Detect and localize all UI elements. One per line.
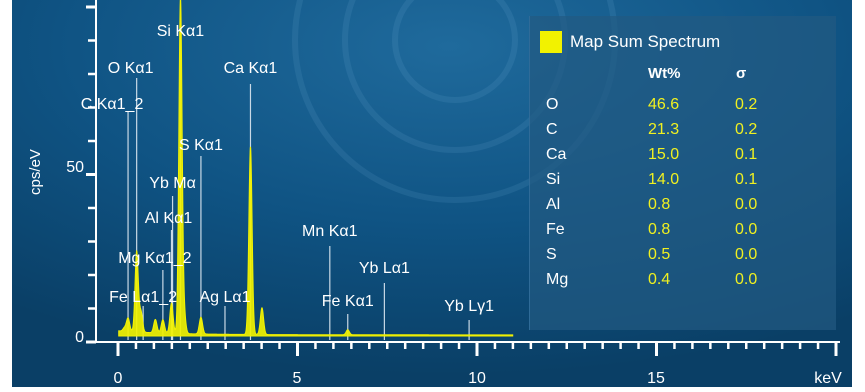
wt-cell: 46.6: [648, 96, 680, 113]
table-row: C 21.3 0.2: [530, 121, 836, 146]
wt-cell: 0.4: [648, 271, 671, 288]
table-row: Fe 0.8 0.0: [530, 221, 836, 246]
peak-label: Fe Kα1: [322, 293, 374, 310]
axis-ticks: [86, 5, 838, 356]
table-row: Si 14.0 0.1: [530, 171, 836, 196]
legend-panel: Map Sum Spectrum Wt% σ O 46.6 0.2 C 21.3…: [529, 16, 836, 330]
table-row: Al 0.8 0.0: [530, 196, 836, 221]
column-header-sigma: σ: [736, 65, 747, 82]
peak-labels: Si Kα1 Ca Kα1 O Kα1 C Kα1_2 S Kα1 Yb Mα Al Kα1…: [81, 23, 494, 315]
sigma-cell: 0.0: [735, 196, 758, 213]
legend-title: Map Sum Spectrum: [570, 32, 721, 51]
column-header-wt: Wt%: [648, 65, 681, 82]
table-row: Ca 15.0 0.1: [530, 146, 836, 171]
spectrum-series: [118, 0, 514, 337]
element-cell: S: [546, 246, 557, 263]
peak-label: Yb Mα: [149, 175, 196, 192]
wt-cell: 0.8: [648, 221, 671, 238]
peak-label: Mn Kα1: [302, 223, 358, 240]
element-cell: O: [546, 96, 559, 113]
peak-label: C Kα1_2: [81, 96, 144, 113]
sigma-cell: 0.2: [735, 96, 758, 113]
peak-label: S Kα1: [179, 137, 223, 154]
element-cell: Si: [546, 171, 561, 188]
peak-label: Ag Lα1: [199, 289, 250, 306]
x-tick-label: 0: [114, 370, 123, 387]
wt-cell: 21.3: [648, 121, 680, 138]
sigma-cell: 0.1: [735, 171, 758, 188]
element-cell: Ca: [546, 146, 567, 163]
table-row: S 0.5 0.0: [530, 246, 836, 271]
peak-label: Yb Lγ1: [444, 298, 494, 315]
peak-label: Mg Kα1_2: [118, 250, 191, 267]
sigma-cell: 0.0: [735, 221, 758, 238]
x-tick-label: 10: [468, 370, 486, 387]
wt-cell: 15.0: [648, 146, 680, 163]
x-unit-label: keV: [814, 370, 842, 387]
peak-label: Ca Kα1: [224, 60, 278, 77]
sigma-cell: 0.0: [735, 271, 758, 288]
peak-label: Al Kα1: [145, 210, 193, 227]
sigma-cell: 0.2: [735, 121, 758, 138]
table-row: Mg 0.4 0.0: [530, 271, 836, 296]
x-tick-label: 5: [293, 370, 302, 387]
peak-label: Yb Lα1: [359, 260, 410, 277]
wt-cell: 0.5: [648, 246, 671, 263]
wt-cell: 0.8: [648, 196, 671, 213]
y-tick-label: 0: [75, 329, 84, 346]
legend-header: Map Sum Spectrum: [540, 30, 720, 54]
peak-label: Si Kα1: [157, 23, 205, 40]
y-tick-labels: 0 50: [66, 159, 84, 346]
y-axis-label: cps/eV: [27, 149, 44, 195]
legend-swatch: [540, 31, 562, 53]
table-row: O 46.6 0.2: [530, 96, 836, 121]
element-cell: Mg: [546, 271, 569, 288]
sigma-cell: 0.0: [735, 246, 758, 263]
y-tick-label: 50: [66, 159, 84, 176]
x-tick-label: 15: [647, 370, 665, 387]
spectrum-area: [118, 0, 514, 337]
sigma-cell: 0.1: [735, 146, 758, 163]
wt-cell: 14.0: [648, 171, 680, 188]
peak-label: O Kα1: [108, 60, 154, 77]
x-tick-labels: 0 5 10 15: [114, 370, 665, 387]
element-cell: Fe: [546, 221, 565, 238]
element-cell: C: [546, 121, 558, 138]
peak-label: Fe Lα1_2: [109, 289, 177, 306]
element-cell: Al: [546, 196, 561, 213]
axes: [95, 0, 840, 343]
